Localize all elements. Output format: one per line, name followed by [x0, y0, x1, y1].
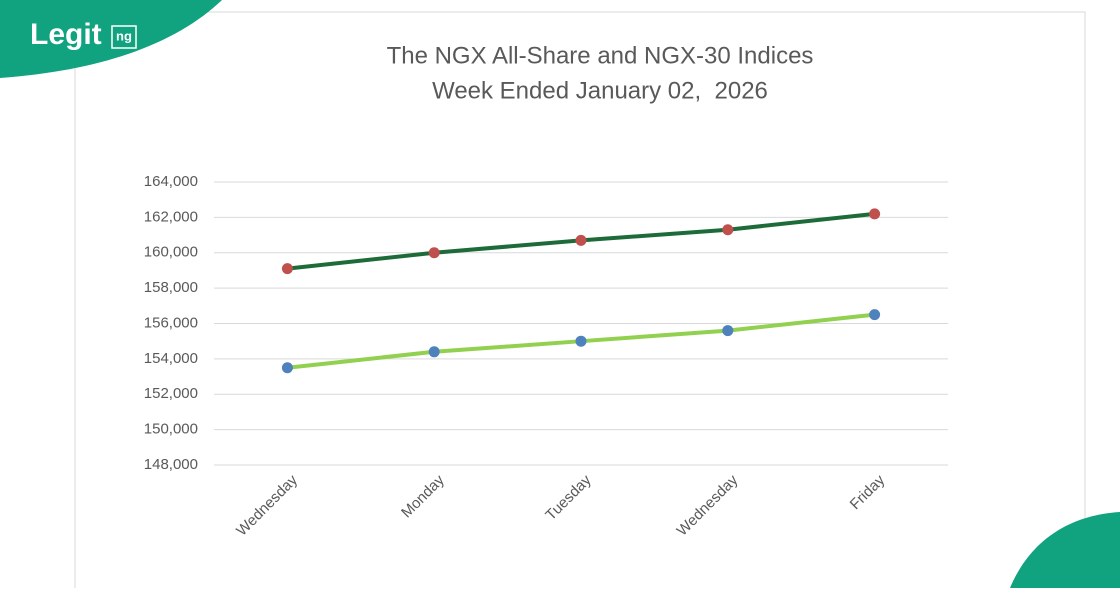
- y-tick-label: 164,000: [144, 173, 198, 190]
- data-point: [869, 208, 881, 220]
- y-tick-label: 152,000: [144, 385, 198, 402]
- y-tick-label: 156,000: [144, 314, 198, 331]
- logo-box: [111, 25, 137, 49]
- data-point: [575, 335, 587, 347]
- chart-panel: [74, 11, 1086, 593]
- data-point: [575, 234, 587, 246]
- data-point: [722, 224, 734, 236]
- y-tick-label: 154,000: [144, 350, 198, 367]
- logo-text: Legit: [30, 18, 102, 51]
- logo-suffix: ng: [116, 28, 132, 43]
- data-point: [428, 346, 440, 358]
- y-tick-label: 160,000: [144, 244, 198, 261]
- corner-decoration: [1010, 512, 1120, 588]
- y-tick-label: 148,000: [144, 456, 198, 473]
- chart-subtitle: Week Ended January 02, 2026: [432, 77, 768, 104]
- y-tick-label: 162,000: [144, 208, 198, 225]
- data-point: [722, 325, 734, 337]
- y-tick-label: 150,000: [144, 421, 198, 438]
- data-point: [281, 263, 293, 275]
- y-tick-label: 158,000: [144, 279, 198, 296]
- data-point: [428, 247, 440, 259]
- logo-background: [0, 0, 222, 78]
- chart-title: The NGX All-Share and NGX-30 Indices: [387, 42, 814, 69]
- data-point: [281, 362, 293, 374]
- data-point: [869, 309, 881, 321]
